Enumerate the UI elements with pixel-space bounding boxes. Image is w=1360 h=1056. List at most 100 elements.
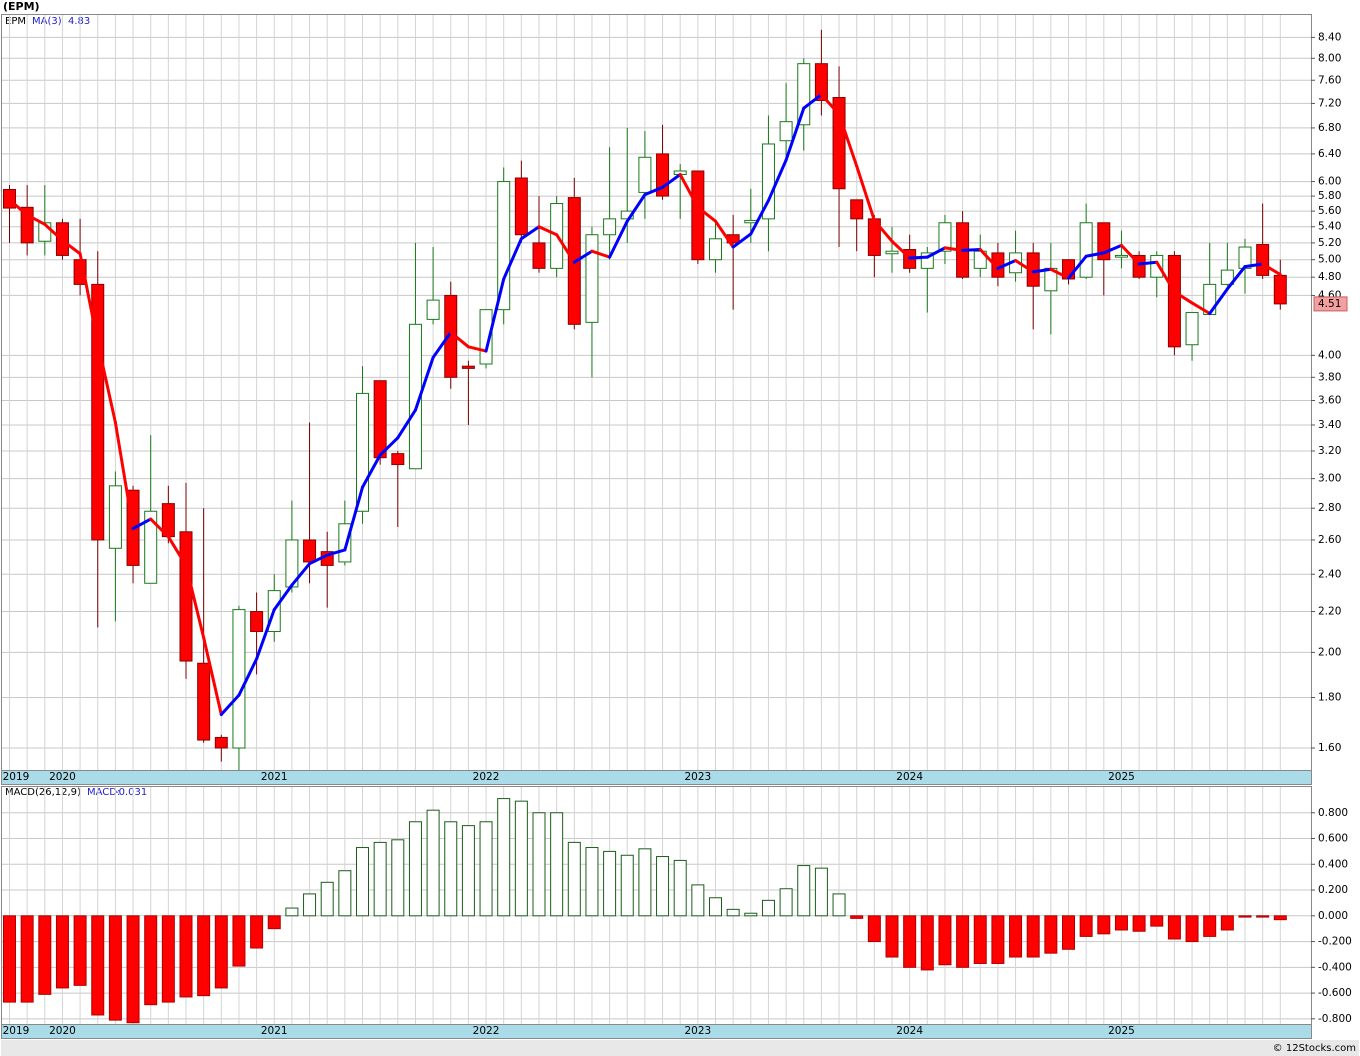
ma-segment — [1190, 301, 1212, 316]
macd-bar — [144, 915, 158, 1006]
candle-body — [91, 283, 105, 541]
candle-body — [514, 177, 528, 236]
ma-segment — [343, 485, 364, 552]
macd-bar — [408, 821, 422, 917]
macd-bar — [1132, 915, 1146, 932]
macd-bar — [973, 915, 987, 964]
candle-body — [232, 609, 246, 749]
macd-bar — [1167, 915, 1181, 940]
candle-body — [197, 662, 211, 741]
x-axis-strip — [1, 770, 1312, 785]
macd-bar — [320, 881, 334, 917]
macd-value: -0.031 — [115, 787, 147, 798]
footer-strip — [1, 1040, 1359, 1056]
ma-segment — [590, 249, 612, 259]
ma-segment — [537, 225, 559, 237]
ma-segment — [519, 225, 541, 241]
y-tick-label: -0.200 — [1318, 936, 1352, 948]
ma-segment — [731, 232, 753, 249]
candle-body — [885, 250, 899, 255]
macd-bar — [1097, 915, 1111, 935]
ma-segment — [1225, 265, 1247, 291]
y-tick-label: 5.60 — [1318, 205, 1341, 217]
x-tick-label: 2023 — [684, 771, 711, 783]
ma-segment — [1208, 287, 1229, 316]
y-tick-label: 0.600 — [1318, 833, 1348, 845]
candle-body — [744, 219, 758, 224]
ma-segment — [1067, 254, 1088, 280]
macd-bar — [1185, 915, 1199, 943]
candle-body — [1185, 312, 1199, 346]
ma-segment — [184, 563, 206, 640]
macd-bar — [285, 907, 299, 917]
macd-bar — [620, 854, 634, 917]
last-price-label: 4.51 — [1318, 298, 1341, 310]
legend-entry: EPM — [5, 16, 26, 27]
y-tick-label: 6.00 — [1318, 176, 1341, 188]
macd-bar — [1009, 915, 1023, 958]
ma-segment — [837, 112, 859, 168]
ma-segment — [643, 185, 665, 197]
ma-segment — [678, 172, 700, 209]
y-tick-label: 3.00 — [1318, 473, 1341, 485]
macd-bar — [956, 915, 970, 968]
ma-segment — [325, 548, 347, 557]
macd-bar — [161, 915, 175, 1003]
ma-segment — [237, 657, 259, 697]
legend-entry: MA(3) — [32, 16, 62, 27]
candle-body — [144, 510, 158, 584]
y-tick-label: 0.000 — [1318, 910, 1348, 922]
macd-bar — [391, 839, 405, 917]
macd-bar — [426, 809, 440, 917]
macd-bar — [1273, 915, 1287, 921]
ma-segment — [166, 535, 188, 567]
macd-bar — [709, 897, 722, 917]
x-tick-label: 2021 — [261, 1025, 288, 1037]
macd-bar — [885, 915, 899, 958]
ma-segment — [43, 222, 64, 242]
macd-bar — [814, 867, 828, 917]
ma-segment — [78, 252, 100, 345]
macd-bar — [550, 812, 564, 917]
candle-body — [761, 143, 775, 220]
ma-segment — [1155, 260, 1176, 294]
ma-segment — [625, 193, 647, 223]
x-tick-label: 2021 — [261, 771, 288, 783]
ma-segment — [1102, 243, 1123, 255]
candle-body — [1150, 254, 1164, 278]
macd-bar — [232, 915, 246, 967]
macd-label: MACD: — [87, 787, 120, 798]
macd-bar — [1220, 915, 1234, 931]
macd-bar — [656, 856, 670, 917]
y-tick-label: -0.800 — [1318, 1013, 1352, 1025]
x-tick-label: 2019 — [3, 771, 30, 783]
ma-segment — [255, 608, 276, 661]
x-tick-label: 2020 — [49, 1025, 76, 1037]
candle-body — [938, 222, 952, 252]
candle-body — [1079, 222, 1093, 278]
candle-body — [709, 238, 722, 261]
candle-body — [532, 242, 546, 269]
macd-bar — [1079, 915, 1093, 937]
macd-bar — [250, 915, 264, 949]
macd-bar — [603, 850, 617, 917]
y-tick-label: 5.80 — [1318, 190, 1341, 202]
x-tick-label: 2020 — [49, 771, 76, 783]
y-tick-label: 5.20 — [1318, 237, 1341, 249]
ma-segment — [943, 246, 965, 252]
macd-bar — [20, 915, 34, 1003]
y-tick-label: 2.60 — [1318, 534, 1341, 546]
ma-segment — [766, 158, 788, 203]
ma-segment — [872, 218, 894, 243]
ma-segment — [996, 259, 1018, 270]
candle-body — [1256, 244, 1270, 276]
ma-segment — [819, 93, 841, 116]
macd-bar — [903, 915, 917, 968]
y-tick-label: 3.20 — [1318, 445, 1341, 457]
y-tick-label: 5.00 — [1318, 254, 1341, 266]
last-price-box — [1313, 296, 1348, 312]
macd-bar — [867, 915, 881, 943]
macd-bar — [1026, 915, 1040, 958]
candle-body — [1273, 274, 1287, 305]
macd-bar — [461, 825, 475, 917]
